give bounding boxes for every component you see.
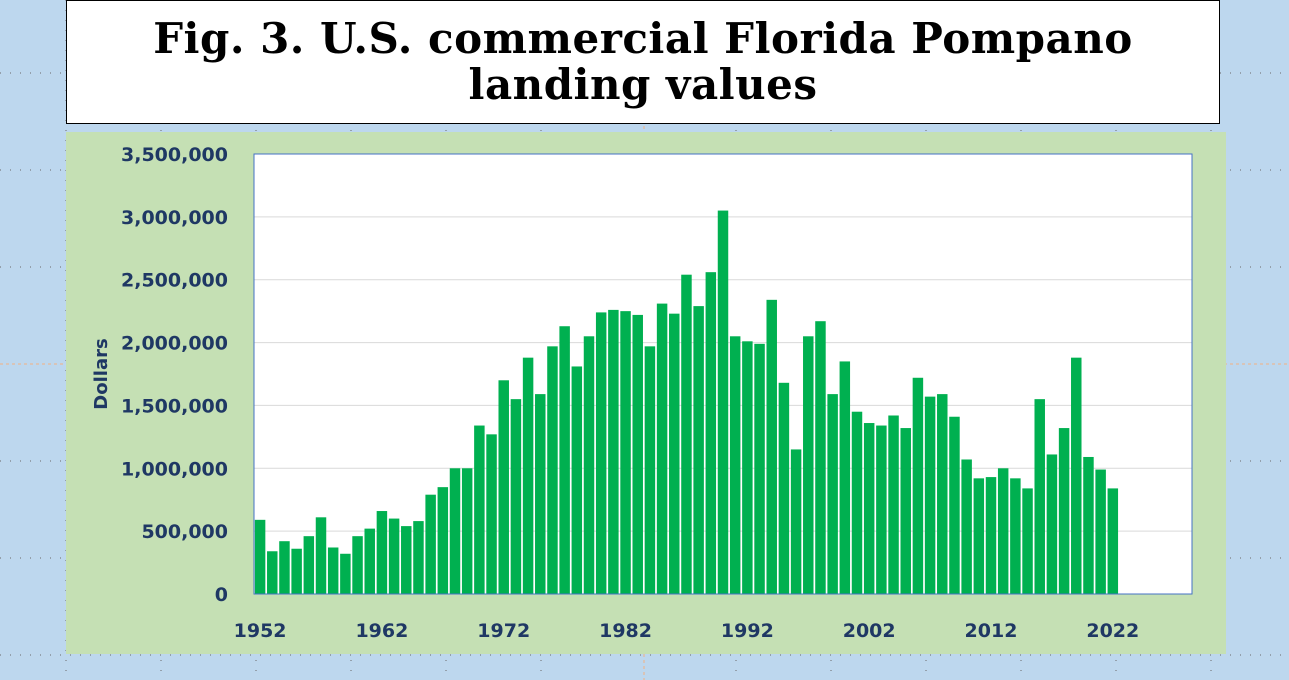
bar-2015	[1022, 488, 1033, 594]
bar-1977	[559, 326, 570, 594]
bar-1954	[279, 541, 290, 594]
bar-1998	[815, 321, 826, 594]
x-tick-label-1962: 1962	[355, 620, 408, 642]
bar-1984	[644, 346, 656, 594]
bar-1995	[778, 382, 790, 594]
bar-2018	[1058, 428, 1070, 594]
bar-1965	[413, 521, 424, 594]
x-tick-label-2022: 2022	[1086, 620, 1139, 642]
bar-1993	[754, 343, 765, 594]
bar-2009	[949, 416, 960, 594]
bar-1963	[388, 518, 400, 594]
bar-1974	[522, 357, 534, 594]
bar-1987	[681, 274, 692, 594]
bar-2000	[839, 361, 851, 594]
bar-2017	[1046, 454, 1058, 594]
y-tick-label-1: 500,000	[141, 521, 228, 543]
y-tick-label-4: 2,000,000	[121, 333, 228, 355]
bar-2022	[1107, 488, 1119, 594]
bar-2010	[961, 459, 972, 594]
x-tick-label-1992: 1992	[721, 620, 774, 642]
bar-2021	[1095, 469, 1106, 594]
bar-2007	[924, 396, 936, 594]
bar-1966	[425, 494, 436, 594]
bar-1997	[803, 336, 814, 594]
bar-1994	[766, 299, 777, 594]
bar-1991	[729, 336, 741, 594]
bar-1975	[535, 394, 546, 594]
bar-2003	[876, 425, 887, 594]
bar-1990	[717, 210, 729, 594]
bar-1996	[790, 449, 802, 594]
bar-1971	[486, 434, 497, 594]
bar-1989	[705, 272, 717, 594]
bar-1979	[583, 336, 595, 594]
bar-1955	[291, 548, 302, 594]
x-tick-label-1952: 1952	[234, 620, 287, 642]
bar-1956	[303, 536, 315, 594]
bar-1973	[510, 399, 522, 594]
bar-1958	[327, 547, 339, 594]
bar-2013	[997, 468, 1009, 594]
y-tick-label-7: 3,500,000	[121, 144, 228, 166]
chart-title-box: Fig. 3. U.S. commercial Florida Pompano …	[66, 0, 1220, 124]
bar-2016	[1034, 399, 1045, 594]
bar-2014	[1010, 478, 1021, 594]
x-tick-label-2002: 2002	[843, 620, 896, 642]
bar-1967	[437, 487, 449, 594]
plot-border	[253, 153, 1193, 595]
chart-title: Fig. 3. U.S. commercial Florida Pompano …	[153, 14, 1133, 109]
bar-1972	[498, 380, 509, 594]
bar-chart: 0 500,000 1,000,000 1,500,000 2,000,000 2,500…	[91, 144, 1193, 642]
y-tick-label-5: 2,500,000	[121, 270, 228, 292]
bar-1970	[474, 425, 485, 594]
bar-1986	[669, 313, 680, 594]
bar-1999	[827, 394, 838, 594]
bar-1982	[620, 311, 631, 594]
bar-2004	[888, 415, 899, 594]
chart-area: 0 500,000 1,000,000 1,500,000 2,000,000 2,500…	[66, 132, 1226, 654]
bar-1960	[352, 536, 363, 594]
bar-2006	[912, 377, 924, 594]
x-tick-label-2012: 2012	[965, 620, 1018, 642]
bar-1962	[376, 511, 388, 594]
bar-2020	[1083, 456, 1094, 594]
bar-1976	[547, 346, 558, 594]
bar-1959	[340, 553, 351, 594]
bar-2019	[1071, 357, 1082, 594]
bar-2012	[985, 477, 997, 594]
bar-2011	[973, 478, 985, 594]
bar-1978	[571, 366, 583, 594]
y-tick-label-2: 1,000,000	[121, 458, 228, 480]
y-tick-label-6: 3,000,000	[121, 207, 228, 229]
bar-1980	[595, 312, 607, 594]
y-axis-title: Dollars	[91, 338, 112, 409]
bar-1964	[401, 526, 412, 594]
bar-2002	[863, 423, 875, 594]
bar-1957	[315, 517, 327, 594]
bar-1952	[254, 519, 266, 594]
bar-1985	[656, 303, 668, 594]
bar-1988	[693, 306, 704, 594]
bar-1981	[608, 309, 619, 594]
bar-1983	[632, 314, 643, 594]
bar-2005	[900, 428, 911, 594]
y-tick-label-3: 1,500,000	[121, 395, 228, 417]
bar-2008	[937, 394, 948, 594]
x-tick-label-1982: 1982	[599, 620, 652, 642]
y-tick-label-0: 0	[215, 584, 228, 606]
bar-2001	[851, 411, 863, 594]
bar-1992	[742, 341, 753, 594]
bar-1969	[461, 468, 473, 594]
x-tick-label-1972: 1972	[477, 620, 530, 642]
bar-1968	[449, 468, 461, 594]
bar-1953	[267, 551, 278, 594]
bar-1961	[364, 528, 375, 594]
